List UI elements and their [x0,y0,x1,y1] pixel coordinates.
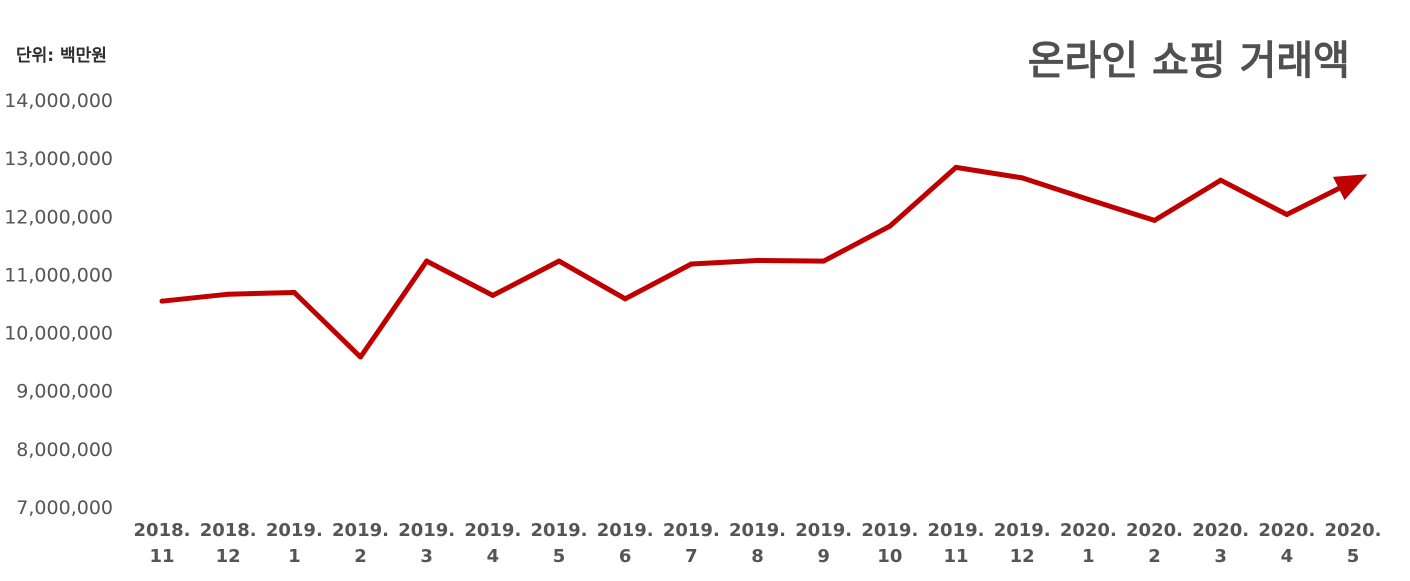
x-tick-label: 2019. 7 [663,520,720,567]
x-tick-label: 2019. 4 [464,520,521,567]
chart-title: 온라인 쇼핑 거래액 [1028,38,1350,84]
data-point [1019,175,1025,181]
data-point [1350,178,1356,184]
x-tick-label: 2019. 1 [266,520,323,567]
data-point [953,164,959,170]
data-point [1218,177,1224,183]
data-point [1085,196,1091,202]
data-point [556,258,562,264]
x-tick-label: 2018. 12 [200,520,257,567]
data-point [225,291,231,297]
y-tick-label: 14,000,000 [4,90,113,112]
data-point [424,258,430,264]
data-point [358,354,363,360]
y-tick-label: 10,000,000 [4,323,113,345]
data-point [688,261,694,267]
x-tick-label: 2019. 11 [928,520,985,567]
x-tick-label: 2019. 3 [398,520,455,567]
x-tick-label: 2019. 9 [795,520,852,567]
y-tick-label: 9,000,000 [16,381,113,403]
x-tick-label: 2018. 11 [134,520,191,567]
data-point [1284,212,1290,218]
unit-label: 단위: 백만원 [16,46,107,66]
x-tick-label: 2020. 3 [1192,520,1249,567]
data-point [622,296,628,302]
x-tick-label: 2019. 10 [861,520,918,567]
x-tick-label: 2020. 1 [1060,520,1117,567]
x-tick-label: 2020. 4 [1258,520,1315,567]
y-tick-label: 7,000,000 [16,497,113,519]
y-tick-label: 12,000,000 [4,206,113,228]
y-axis: 14,000,000 13,000,000 12,000,000 11,000,000… [4,90,113,519]
x-tick-label: 2019. 2 [332,520,389,567]
data-point [887,223,893,229]
y-tick-label: 11,000,000 [4,264,113,286]
x-tick-label: 2019. 6 [597,520,654,567]
plot-area [159,164,1368,360]
data-point [159,298,165,304]
x-tick-label: 2020. 5 [1325,520,1382,567]
y-tick-label: 13,000,000 [4,148,113,170]
data-point [291,289,297,295]
x-tick-label: 2020. 2 [1126,520,1183,567]
x-tick-label: 2019. 5 [531,520,588,567]
data-point [490,292,496,298]
data-point [1152,217,1157,223]
data-point [821,258,827,264]
y-tick-label: 8,000,000 [16,439,113,461]
x-tick-label: 2019. 12 [994,520,1051,567]
data-point [755,257,760,263]
x-tick-label: 2019. 8 [729,520,786,567]
